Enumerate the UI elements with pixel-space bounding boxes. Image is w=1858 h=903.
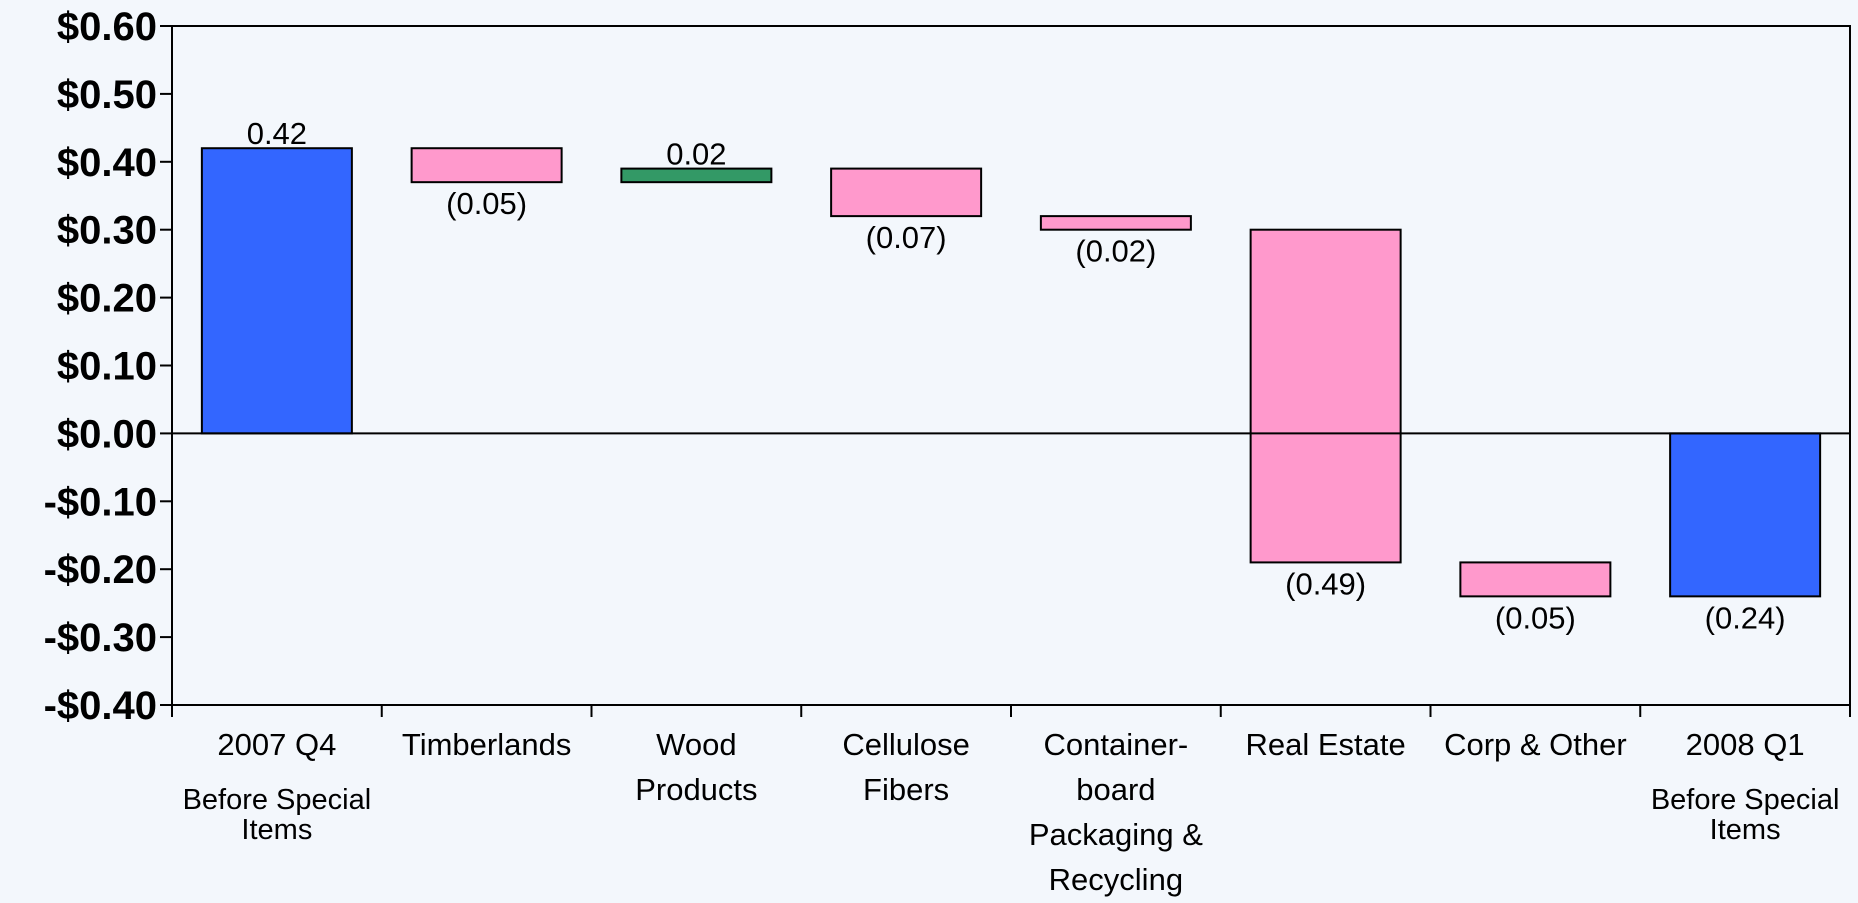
y-tick-label: -$0.20 (44, 548, 157, 592)
data-label: (0.07) (866, 220, 947, 255)
y-tick-label: -$0.10 (44, 480, 157, 524)
data-label: (0.49) (1285, 566, 1366, 601)
data-label: 0.42 (247, 116, 307, 151)
x-category-label: Corp & Other (1444, 727, 1627, 762)
data-label: (0.02) (1075, 234, 1156, 269)
data-label: (0.05) (1495, 600, 1576, 635)
plot-frame (171, 25, 1851, 706)
bar-total (1669, 432, 1822, 598)
x-category-sublabel: Before Special (1651, 784, 1840, 816)
x-category-sublabel: Before Special (183, 784, 372, 816)
y-tick-label: $0.60 (57, 5, 157, 49)
y-tick-label: $0.40 (57, 141, 157, 185)
x-category-label: Timberlands (402, 727, 571, 762)
y-tick-label: $0.10 (57, 345, 157, 389)
y-tick-label: $0.20 (57, 277, 157, 321)
bar-decrease (1459, 561, 1612, 598)
x-category-label: 2007 Q4 (217, 727, 336, 762)
y-tick-label: $0.50 (57, 73, 157, 117)
bar-decrease (1249, 228, 1402, 564)
data-label: 0.02 (666, 137, 726, 172)
bar-increase (620, 167, 773, 184)
x-category-label: Wood (656, 727, 736, 762)
x-category-label: Real Estate (1245, 727, 1405, 762)
x-category-label: Products (635, 772, 757, 807)
bar-decrease (410, 147, 563, 184)
bar-total (200, 147, 353, 435)
x-category-label: 2008 Q1 (1686, 727, 1805, 762)
x-category-label: Recycling (1049, 862, 1183, 897)
x-category-sublabel: Items (1710, 814, 1781, 846)
y-tick-label: $0.00 (57, 412, 157, 456)
y-tick-label: -$0.30 (44, 616, 157, 660)
bar-decrease (830, 167, 983, 218)
x-category-label: Packaging & (1029, 817, 1203, 852)
bar-decrease (1039, 215, 1192, 231)
x-category-label: Container- (1044, 727, 1189, 762)
x-category-label: Fibers (863, 772, 949, 807)
y-tick-label: $0.30 (57, 209, 157, 253)
y-tick-label: -$0.40 (44, 684, 157, 728)
x-category-label: board (1076, 772, 1155, 807)
data-label: (0.05) (446, 186, 527, 221)
data-label: (0.24) (1705, 600, 1786, 635)
x-category-label: Cellulose (842, 727, 970, 762)
x-category-sublabel: Items (241, 814, 312, 846)
